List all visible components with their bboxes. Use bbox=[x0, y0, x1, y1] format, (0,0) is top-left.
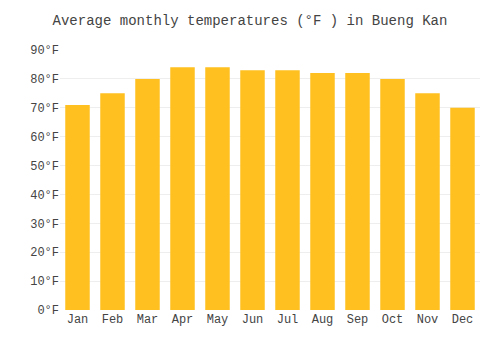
svg-text:40°F: 40°F bbox=[30, 189, 59, 203]
svg-text:20°F: 20°F bbox=[30, 246, 59, 260]
svg-text:Jul: Jul bbox=[277, 313, 299, 327]
svg-text:70°F: 70°F bbox=[30, 102, 59, 116]
svg-text:Sep: Sep bbox=[347, 313, 369, 327]
svg-text:Apr: Apr bbox=[172, 313, 194, 327]
svg-text:50°F: 50°F bbox=[30, 160, 59, 174]
svg-text:10°F: 10°F bbox=[30, 275, 59, 289]
svg-text:Average monthly temperatures (: Average monthly temperatures (°F ) in Bu… bbox=[53, 13, 448, 29]
svg-text:Nov: Nov bbox=[417, 313, 439, 327]
svg-text:Dec: Dec bbox=[452, 313, 474, 327]
svg-text:May: May bbox=[207, 313, 229, 327]
svg-text:Mar: Mar bbox=[137, 313, 159, 327]
svg-text:Jun: Jun bbox=[242, 313, 264, 327]
svg-text:Oct: Oct bbox=[382, 313, 404, 327]
svg-text:90°F: 90°F bbox=[30, 44, 59, 58]
svg-text:Aug: Aug bbox=[312, 313, 334, 327]
svg-text:80°F: 80°F bbox=[30, 73, 59, 87]
svg-text:0°F: 0°F bbox=[37, 304, 59, 318]
svg-text:30°F: 30°F bbox=[30, 218, 59, 232]
svg-text:60°F: 60°F bbox=[30, 131, 59, 145]
svg-text:Jan: Jan bbox=[67, 313, 89, 327]
svg-text:Feb: Feb bbox=[102, 313, 124, 327]
